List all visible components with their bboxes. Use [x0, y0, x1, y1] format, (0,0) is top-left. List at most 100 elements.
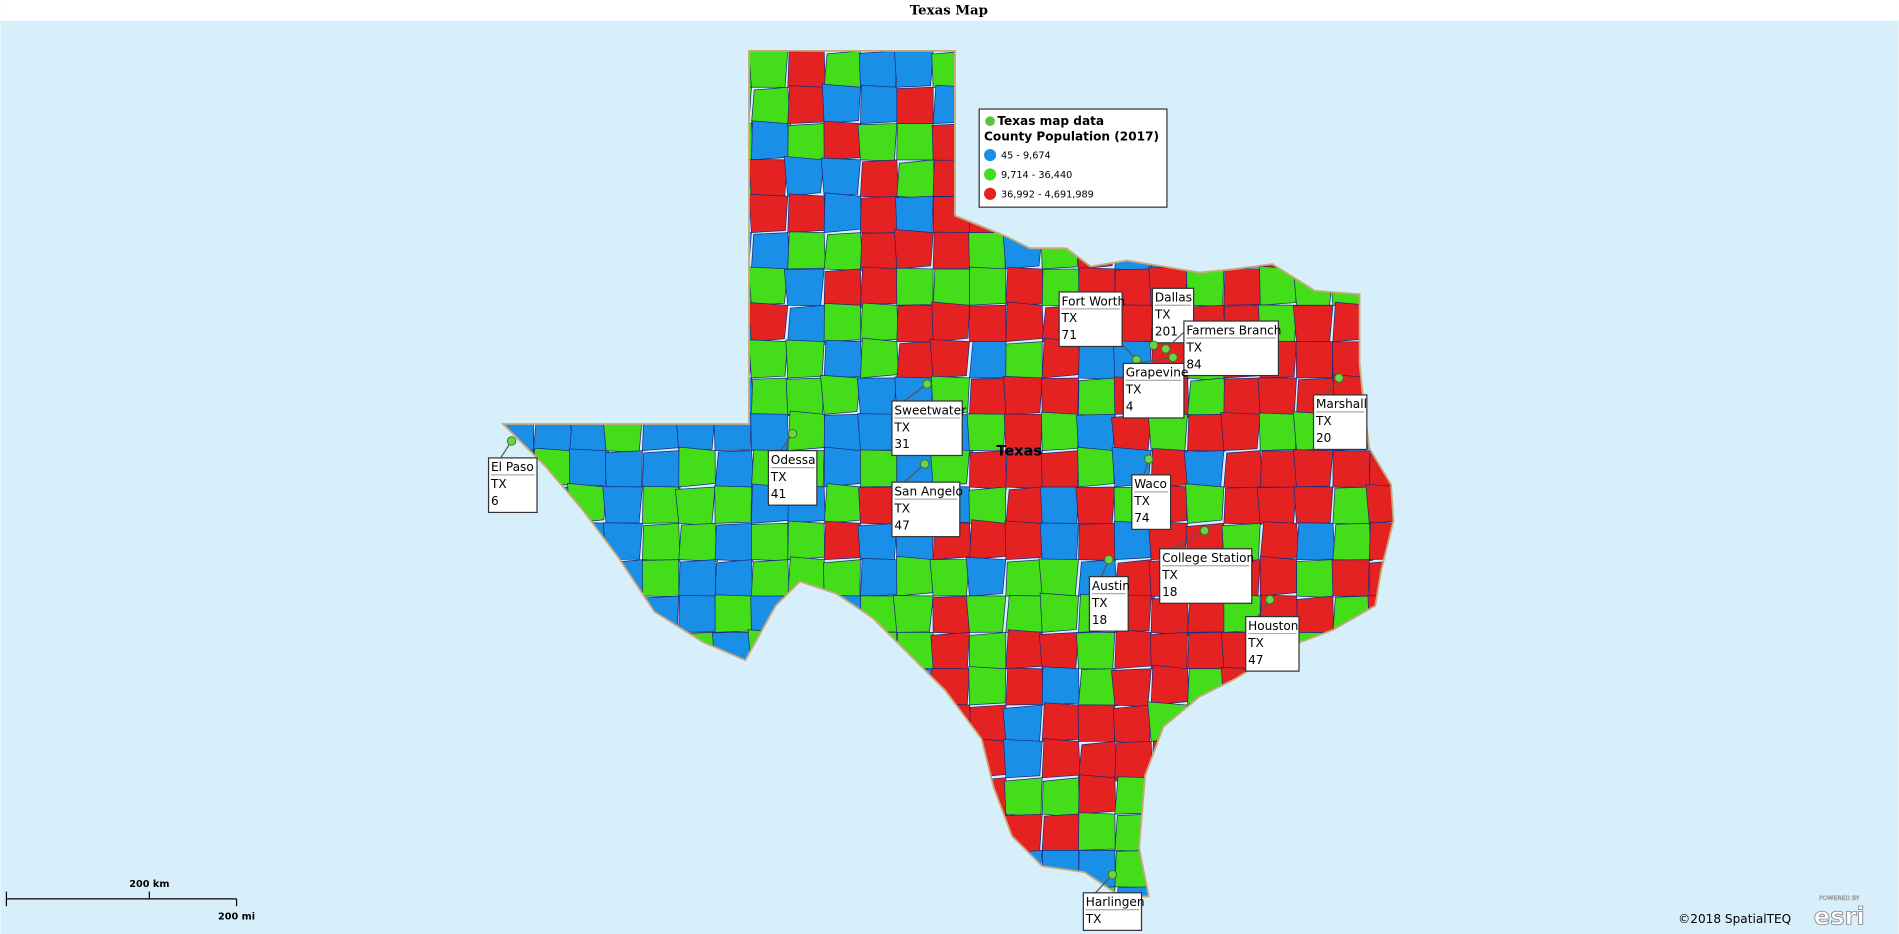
county [1332, 522, 1373, 561]
county [642, 450, 681, 490]
county [1078, 774, 1117, 815]
callout-box [1159, 548, 1253, 604]
county [823, 520, 863, 561]
county [714, 522, 754, 562]
county [930, 631, 970, 673]
callout-value: 31 [894, 437, 909, 451]
county [969, 631, 1007, 673]
county [1259, 521, 1301, 561]
county [747, 158, 789, 197]
callout-value: 84 [1186, 357, 1202, 371]
county [783, 155, 825, 197]
county [896, 341, 937, 381]
legend-layer-icon [985, 116, 995, 126]
callout-box [1058, 291, 1123, 348]
county [1187, 631, 1226, 670]
legend-swatch [984, 168, 997, 181]
county [1295, 340, 1334, 379]
county [968, 232, 1007, 270]
county [1293, 486, 1334, 524]
county [932, 231, 971, 270]
callout: Farmers Branch TX 84 [1161, 320, 1281, 377]
county [787, 123, 825, 163]
county [1332, 450, 1370, 488]
county [1223, 486, 1263, 525]
county [714, 485, 752, 524]
county [1183, 450, 1225, 489]
callout-value: 71 [1062, 328, 1077, 342]
county [1004, 777, 1043, 818]
county [1185, 483, 1225, 524]
callout: El Paso TX 6 [487, 436, 538, 514]
county [894, 229, 934, 270]
callout-state: TX [893, 420, 910, 434]
county [966, 413, 1007, 452]
county [1223, 450, 1264, 490]
callout-leader [1135, 356, 1174, 365]
county [751, 86, 792, 127]
county [1292, 304, 1334, 343]
county [1041, 411, 1079, 452]
county [714, 559, 754, 600]
county [714, 450, 756, 489]
county [823, 413, 862, 452]
county [895, 195, 934, 235]
callout: Odessa TX 41 [767, 428, 818, 506]
callout-state: TX [490, 477, 507, 491]
callout-name: Fort Worth [1062, 294, 1126, 308]
county [860, 266, 900, 306]
callout: Fort Worth TX 71 [1058, 291, 1142, 365]
callout-box [487, 457, 538, 514]
county [1005, 301, 1044, 343]
county [602, 486, 643, 524]
powered-by: POWERED BY [1819, 895, 1860, 902]
county [858, 50, 898, 91]
county [1002, 704, 1043, 746]
callout-state: TX [1247, 636, 1264, 650]
county [1078, 668, 1119, 707]
county [1332, 486, 1372, 525]
county [1004, 520, 1043, 561]
county [783, 268, 825, 307]
callout-name: College Station [1162, 551, 1254, 565]
legend-class: 45 - 9,674 [1001, 151, 1051, 162]
county [1041, 777, 1080, 819]
callout-name: Grapevine [1126, 366, 1189, 380]
callout-name: Odessa [771, 453, 816, 467]
county [929, 338, 970, 379]
county [931, 301, 970, 343]
callout-box [767, 450, 818, 506]
callout-state: TX [1315, 414, 1332, 428]
pin [1104, 554, 1114, 565]
callouts: El Paso TX 6 Odessa TX 41 Sweetwater TX 31 San An… [487, 287, 1368, 931]
county [642, 559, 680, 598]
scale-km: 200 km [129, 879, 169, 890]
county [1078, 377, 1116, 418]
county [1041, 813, 1082, 853]
county [1296, 522, 1336, 561]
callout-box [1131, 474, 1172, 530]
county [1296, 595, 1334, 637]
county [751, 522, 789, 562]
callout-value: 74 [1134, 511, 1150, 525]
callout-state: TX [1133, 494, 1150, 508]
county [1150, 664, 1190, 706]
county [1258, 412, 1297, 452]
callout-value: 41 [771, 487, 786, 501]
callout-box [891, 400, 963, 457]
callout-name: Dallas [1155, 291, 1192, 305]
county [860, 302, 900, 343]
callout-value: 18 [1162, 585, 1177, 599]
county [892, 595, 934, 633]
county [1041, 666, 1080, 706]
callout-state: TX [1154, 308, 1171, 322]
legend-class: 9,714 - 36,440 [1001, 170, 1072, 181]
county [965, 595, 1007, 633]
callout-name: Sweetwater [894, 403, 966, 417]
county [1005, 486, 1046, 527]
county [1005, 667, 1045, 706]
callout-state: TX [1091, 596, 1108, 610]
map-title: Texas Map [910, 3, 988, 19]
county [857, 522, 898, 563]
county [1039, 592, 1079, 633]
